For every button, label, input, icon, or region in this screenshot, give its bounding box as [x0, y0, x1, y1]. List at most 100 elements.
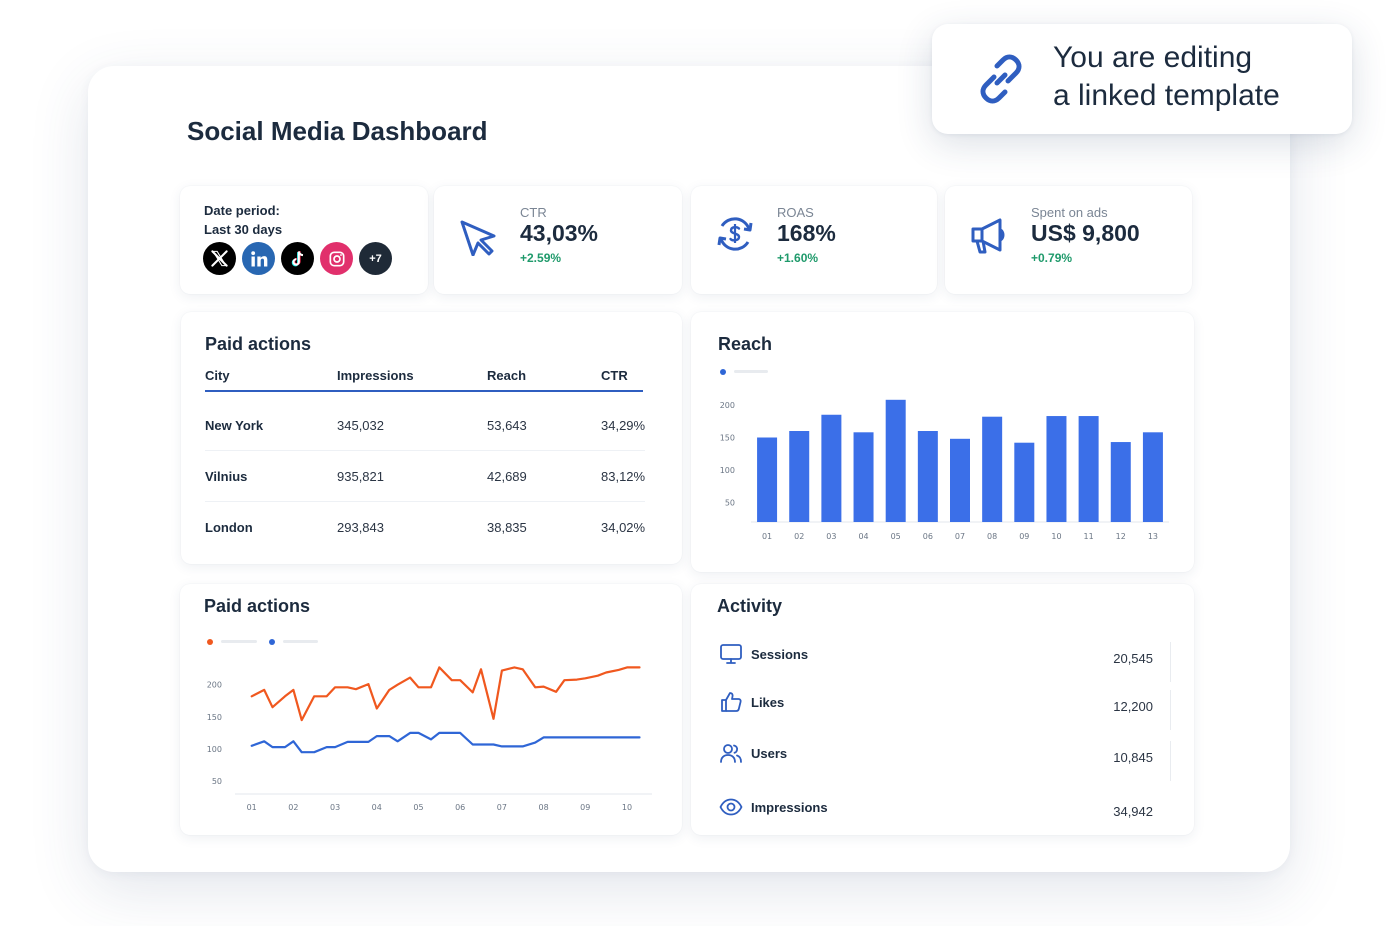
cell-impressions: 935,821: [337, 469, 384, 484]
y-tick-label: 50: [212, 777, 222, 786]
cell-reach: 53,643: [487, 418, 527, 433]
bar: [1046, 416, 1067, 522]
x-tick-label: 02: [288, 803, 298, 812]
thumbs-up-icon: [721, 692, 742, 712]
column-header-impressions[interactable]: Impressions: [337, 368, 414, 383]
kpi-card-roas: ROAS 168% +1.60%: [691, 186, 937, 294]
cell-impressions: 293,843: [337, 520, 384, 535]
date-period-label: Date period:: [204, 203, 280, 218]
y-tick-label: 150: [207, 713, 222, 722]
kpi-change: +1.60%: [777, 251, 819, 265]
banner-text-line1: You are editing: [1053, 41, 1253, 74]
x-tick-label: 05: [413, 803, 423, 812]
cursor-icon: [460, 220, 496, 256]
column-divider: [1170, 642, 1171, 682]
bar: [1142, 432, 1163, 522]
activity-item-likes[interactable]: Likes 12,200: [713, 690, 1171, 736]
more-socials-badge[interactable]: +7: [359, 242, 392, 275]
row-divider: [205, 450, 645, 451]
page-title: Social Media Dashboard: [187, 116, 488, 146]
cell-city: London: [205, 520, 253, 535]
date-period-card: Date period: Last 30 days +7: [180, 186, 428, 294]
bar: [885, 399, 906, 522]
table-row: Vilnius 935,821 42,689 83,12%: [205, 452, 645, 502]
kpi-value: US$ 9,800: [1031, 220, 1140, 246]
table-row: London 293,843 38,835 34,02%: [205, 503, 645, 553]
cell-city: Vilnius: [205, 469, 248, 484]
x-tick-label: 12: [1116, 532, 1126, 541]
link-icon: [980, 54, 1022, 104]
y-tick-label: 200: [207, 681, 222, 690]
card-title: Paid actions: [204, 596, 311, 616]
x-tick-label: 03: [826, 532, 836, 541]
bar: [1014, 442, 1035, 522]
activity-label: Impressions: [751, 800, 828, 815]
column-divider: [1170, 690, 1171, 730]
column-header-ctr[interactable]: CTR: [601, 368, 628, 383]
date-period-value[interactable]: Last 30 days: [204, 222, 283, 237]
bar: [917, 431, 938, 522]
y-tick-label: 100: [720, 466, 735, 475]
x-tick-label: 10: [1051, 532, 1061, 541]
cell-ctr: 34,02%: [601, 520, 646, 535]
x-icon[interactable]: [203, 242, 236, 275]
paid-actions-line-chart-card: Paid actions 50 100 150 200 01 02 03 04 05 06 07 08…: [180, 584, 682, 835]
x-tick-label: 05: [891, 532, 901, 541]
bar: [1078, 416, 1099, 522]
column-header-reach[interactable]: Reach: [487, 368, 527, 383]
y-tick-label: 200: [720, 401, 735, 410]
x-tick-label: 10: [622, 803, 632, 812]
bar: [757, 437, 778, 522]
kpi-card-ctr: CTR 43,03% +2.59%: [434, 186, 682, 294]
x-tick-label: 09: [580, 803, 590, 812]
cell-city: New York: [205, 418, 264, 433]
legend-marker-blue: [269, 639, 275, 645]
kpi-change: +2.59%: [520, 251, 562, 265]
y-tick-label: 150: [720, 434, 735, 443]
linkedin-icon[interactable]: [242, 242, 275, 275]
monitor-icon: [720, 644, 742, 664]
bar: [1110, 442, 1131, 522]
y-tick-label: 50: [725, 499, 735, 508]
bar: [789, 431, 810, 522]
bar: [982, 416, 1003, 522]
column-divider: [1170, 741, 1171, 781]
cell-reach: 38,835: [487, 520, 527, 535]
dollar-refresh-icon: [717, 217, 753, 251]
activity-label: Sessions: [751, 647, 809, 662]
kpi-change: +0.79%: [1031, 251, 1073, 265]
header-underline: [205, 390, 643, 392]
table-row: New York 345,032 53,643 34,29%: [205, 401, 645, 451]
card-title: Paid actions: [205, 334, 312, 354]
tiktok-icon[interactable]: [281, 242, 314, 275]
activity-item-impressions[interactable]: Impressions 34,942: [713, 795, 1171, 841]
x-tick-label: 07: [955, 532, 965, 541]
column-header-city[interactable]: City: [205, 368, 230, 383]
bar: [950, 438, 970, 522]
kpi-card-spent: Spent on ads US$ 9,800 +0.79%: [945, 186, 1192, 294]
activity-card: Activity Sessions 20,545 Likes 12,200 Us…: [691, 584, 1194, 835]
paid-actions-line-chart: 50 100 150 200 01 02 03 04 05 06 07 08 09 10: [207, 666, 652, 812]
legend-marker-orange: [207, 639, 213, 645]
instagram-icon[interactable]: [320, 242, 353, 275]
bar: [853, 432, 874, 522]
cell-ctr: 83,12%: [601, 469, 646, 484]
activity-value: 34,942: [1113, 804, 1153, 819]
activity-item-sessions[interactable]: Sessions 20,545: [713, 642, 1171, 688]
x-tick-label: 01: [247, 803, 257, 812]
banner-text-line2: a linked template: [1053, 79, 1280, 112]
x-tick-label: 06: [923, 532, 933, 541]
kpi-label: ROAS: [777, 205, 814, 220]
legend-line: [221, 640, 257, 643]
x-tick-label: 04: [372, 803, 382, 812]
x-tick-label: 02: [794, 532, 804, 541]
reach-chart-card: Reach 50 100 150 200 01 02 03 04 05 06 07 08 09 10 11 1…: [691, 312, 1194, 572]
paid-actions-table-card: Paid actions City Impressions Reach CTR …: [181, 312, 682, 564]
kpi-value: 43,03%: [520, 220, 599, 246]
x-tick-label: 04: [858, 532, 868, 541]
x-tick-label: 03: [330, 803, 340, 812]
activity-item-users[interactable]: Users 10,845: [713, 741, 1171, 787]
x-tick-label: 09: [1019, 532, 1029, 541]
cell-reach: 42,689: [487, 469, 527, 484]
legend-line: [283, 640, 318, 643]
